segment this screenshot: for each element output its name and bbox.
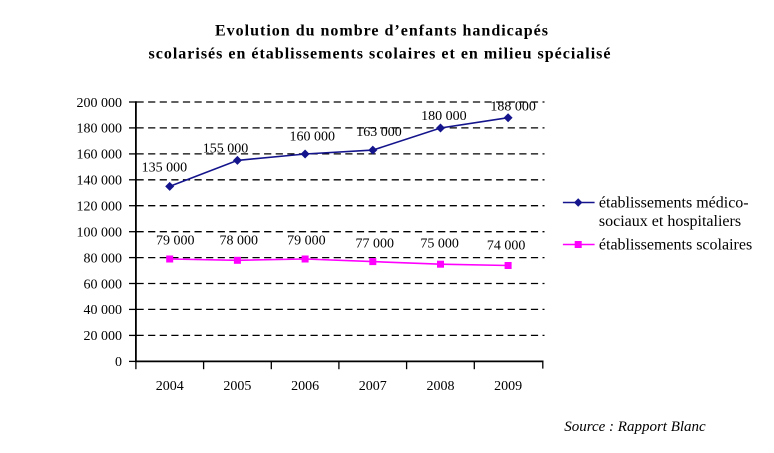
svg-text:scolarisés en établissements s: scolarisés en établissements scolaires e… — [149, 45, 612, 62]
svg-text:75 000: 75 000 — [420, 236, 459, 251]
svg-text:163 000: 163 000 — [356, 125, 402, 140]
svg-text:140 000: 140 000 — [77, 174, 123, 189]
svg-text:200 000: 200 000 — [77, 96, 123, 111]
svg-text:40 000: 40 000 — [84, 303, 123, 318]
svg-text:2005: 2005 — [223, 379, 251, 394]
svg-text:2004: 2004 — [156, 379, 184, 394]
svg-text:2009: 2009 — [494, 379, 522, 394]
svg-text:120 000: 120 000 — [77, 200, 123, 215]
svg-text:Evolution du nombre d’enfants: Evolution du nombre d’enfants handicapés — [215, 22, 549, 39]
svg-text:78 000: 78 000 — [220, 234, 259, 249]
svg-text:180 000: 180 000 — [77, 122, 123, 137]
svg-text:79 000: 79 000 — [287, 233, 326, 248]
svg-text:sociaux et hospitaliers: sociaux et hospitaliers — [599, 213, 741, 230]
svg-text:155 000: 155 000 — [203, 141, 249, 156]
svg-text:77 000: 77 000 — [356, 236, 395, 251]
svg-text:2007: 2007 — [359, 379, 387, 394]
svg-text:20 000: 20 000 — [84, 329, 123, 344]
svg-text:2006: 2006 — [291, 379, 319, 394]
svg-text:160 000: 160 000 — [77, 148, 123, 163]
svg-text:établissements scolaires: établissements scolaires — [599, 237, 752, 254]
svg-text:Source : Rapport Blanc: Source : Rapport Blanc — [564, 419, 706, 435]
svg-text:100 000: 100 000 — [77, 226, 123, 241]
svg-text:établissements médico-: établissements médico- — [599, 194, 749, 211]
svg-text:135 000: 135 000 — [142, 160, 188, 175]
svg-text:188 000: 188 000 — [490, 100, 536, 115]
svg-text:79 000: 79 000 — [156, 234, 195, 249]
svg-text:2008: 2008 — [427, 379, 455, 394]
svg-text:60 000: 60 000 — [84, 277, 123, 292]
svg-text:80 000: 80 000 — [84, 251, 123, 266]
svg-text:74 000: 74 000 — [487, 239, 526, 254]
svg-text:160 000: 160 000 — [290, 130, 336, 145]
svg-text:180 000: 180 000 — [421, 109, 467, 124]
svg-text:0: 0 — [115, 355, 122, 370]
